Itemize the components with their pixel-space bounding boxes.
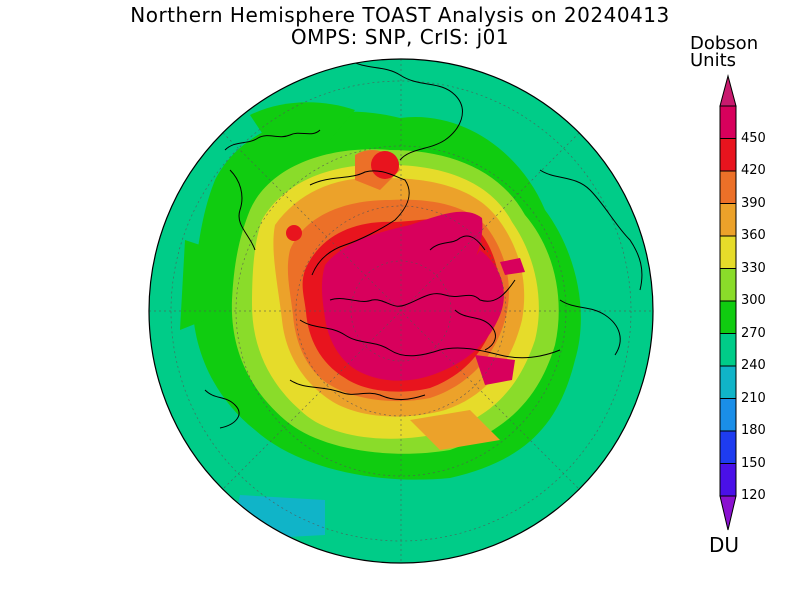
colorbar-tick-label: 120: [741, 488, 766, 503]
colorbar-tick-label: 450: [741, 130, 766, 146]
colorbar-tick-label: 300: [741, 293, 766, 308]
colorbar-tick-label: 390: [741, 195, 766, 211]
colorbar-unit-label-line2: Units: [690, 50, 737, 71]
colorbar-band: [719, 300, 737, 334]
colorbar-tick-label: 360: [741, 228, 766, 243]
colorbar: [719, 74, 737, 531]
colorbar-unit-label-line1: Dobson: [690, 33, 759, 54]
map-subtitle: OMPS: SNP, CrIS: j01: [290, 25, 510, 49]
colorbar-tick-label: 270: [741, 325, 766, 341]
colorbar-tick-label: 180: [741, 423, 766, 438]
colorbar-band: [719, 138, 737, 172]
ozone-contour-field: [149, 59, 653, 563]
colorbar-band: [719, 430, 737, 464]
colorbar-tick-label: 330: [741, 260, 766, 276]
colorbar-band: [719, 365, 737, 399]
colorbar-top-cap: [719, 74, 737, 107]
colorbar-bottom-cap: [719, 495, 737, 531]
colorbar-tick-label: 420: [741, 163, 766, 178]
colorbar-band: [719, 203, 737, 237]
colorbar-band: [719, 170, 737, 204]
colorbar-band: [719, 235, 737, 269]
colorbar-band: [719, 105, 737, 139]
colorbar-band: [719, 463, 737, 497]
colorbar-tick-label: 240: [741, 358, 766, 373]
colorbar-unit-short: DU: [709, 533, 740, 557]
colorbar-tick-label: 210: [741, 390, 766, 406]
colorbar-tick-label: 150: [741, 455, 766, 471]
colorbar-band: [719, 398, 737, 432]
colorbar-band: [719, 268, 737, 302]
colorbar-band: [719, 333, 737, 367]
map-title: Northern Hemisphere TOAST Analysis on 20…: [130, 3, 670, 27]
map-boundary: [148, 58, 654, 564]
